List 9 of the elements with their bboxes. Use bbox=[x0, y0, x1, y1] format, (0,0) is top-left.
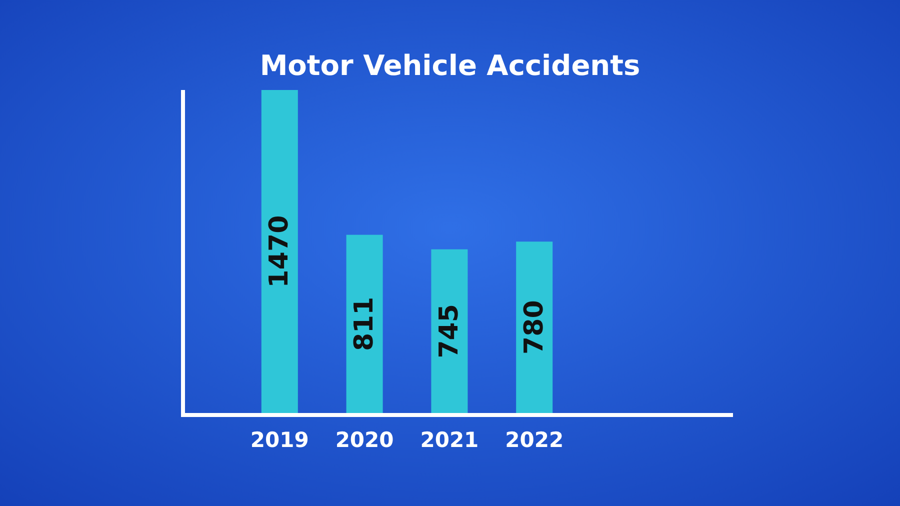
x-tick-label: 2020 bbox=[335, 428, 394, 452]
chart-title: Motor Vehicle Accidents bbox=[260, 49, 640, 82]
x-tick-label: 2021 bbox=[420, 428, 479, 452]
data-label: 811 bbox=[350, 296, 380, 352]
data-label: 745 bbox=[434, 304, 464, 358]
data-label: 1470 bbox=[264, 215, 295, 288]
x-tick-label: 2022 bbox=[505, 428, 564, 452]
data-label: 780 bbox=[519, 300, 550, 354]
x-tick-label: 2019 bbox=[250, 428, 309, 452]
